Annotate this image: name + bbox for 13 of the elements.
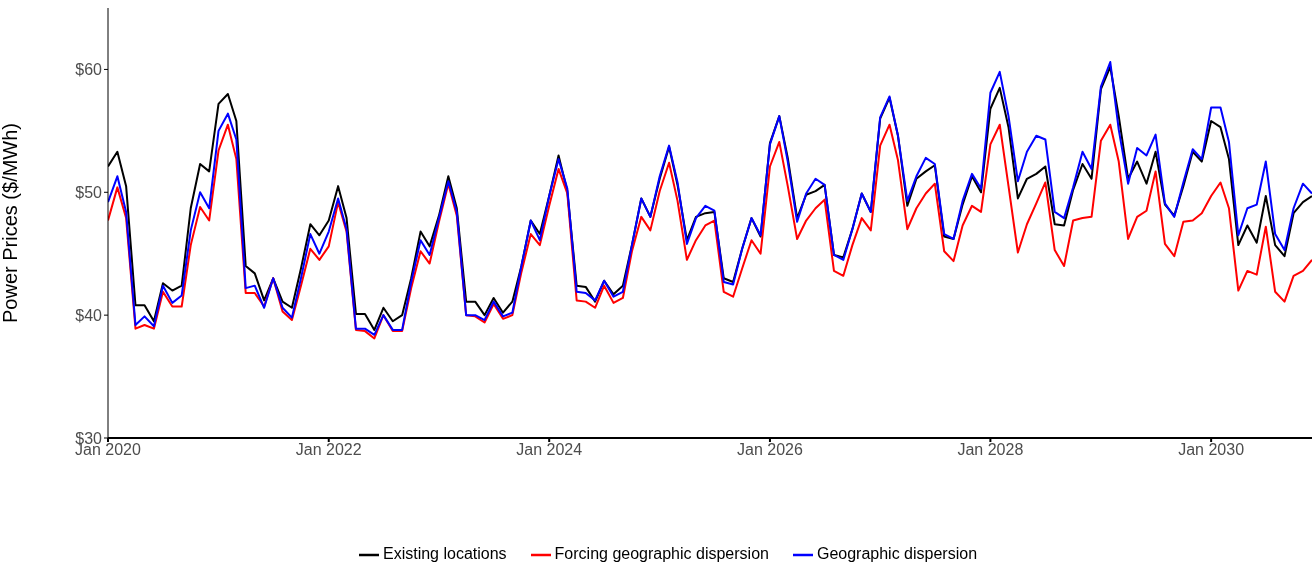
x-tick-label: Jan 2022 <box>295 441 362 459</box>
x-tick-label: Jan 2030 <box>1178 441 1245 459</box>
y-axis-title: Power Prices ($/MWh) <box>0 122 22 324</box>
legend-label: Existing locations <box>382 545 507 563</box>
x-tick-label: Jan 2024 <box>516 441 583 459</box>
y-tick-label: $50 <box>75 183 103 201</box>
legend-label: Forcing geographic dispersion <box>554 545 769 563</box>
y-tick-label: $60 <box>75 61 103 79</box>
x-tick-label: Jan 2026 <box>737 441 803 459</box>
legend-label: Geographic dispersion <box>816 545 978 563</box>
line-series <box>108 123 1312 340</box>
x-tick-label: Jan 2028 <box>957 441 1024 459</box>
y-tick-label: $40 <box>75 306 103 324</box>
